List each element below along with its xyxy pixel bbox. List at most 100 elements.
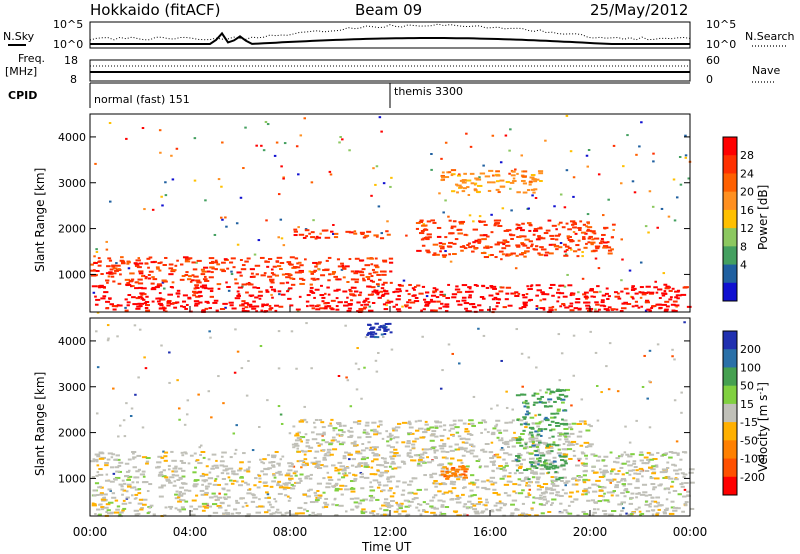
data-cell (460, 468, 466, 471)
data-cell (601, 459, 605, 462)
data-cell (190, 510, 193, 513)
data-cell (267, 501, 271, 504)
data-cell (221, 512, 227, 515)
data-cell (532, 233, 536, 236)
data-cell (485, 235, 490, 238)
data-cell (558, 438, 562, 441)
data-cell (450, 174, 454, 177)
data-cell (411, 477, 416, 480)
data-cell (583, 481, 587, 484)
data-cell (135, 470, 140, 473)
data-cell (346, 280, 350, 283)
data-cell (631, 286, 635, 289)
data-cell (323, 307, 328, 310)
data-cell (429, 499, 434, 502)
data-cell (302, 236, 307, 239)
data-cell (417, 460, 421, 463)
data-cell (96, 455, 101, 458)
data-cell (132, 466, 137, 469)
data-cell (142, 503, 147, 506)
data-cell (588, 443, 594, 446)
data-cell (389, 281, 393, 284)
data-cell (120, 485, 124, 488)
data-cell (178, 418, 181, 421)
data-cell (366, 230, 372, 233)
data-cell (353, 440, 357, 443)
data-cell (684, 482, 689, 485)
data-cell (684, 134, 687, 137)
data-cell (354, 270, 359, 273)
data-cell (671, 309, 676, 312)
data-cell (451, 190, 456, 193)
data-cell (511, 460, 517, 463)
data-cell (634, 486, 640, 489)
data-cell (193, 300, 200, 303)
data-cell (488, 451, 494, 454)
time-x-ticks: 00:00 04:00 08:00 12:00 16:00 20:00 00:00 (73, 306, 707, 539)
data-cell (411, 443, 416, 446)
data-cell (202, 456, 206, 459)
data-cell (349, 427, 353, 430)
data-cell (467, 422, 471, 425)
data-cell (593, 295, 596, 298)
data-cell (394, 429, 399, 432)
data-cell (433, 479, 438, 482)
data-cell (269, 503, 272, 506)
data-cell (106, 265, 111, 268)
data-cell (307, 450, 312, 453)
y-tick-label: 3000 (58, 381, 86, 394)
data-cell (209, 266, 215, 269)
data-cell (208, 471, 212, 474)
data-cell (230, 482, 235, 485)
data-cell (475, 178, 482, 181)
data-cell (569, 240, 575, 243)
data-cell (330, 299, 336, 302)
data-cell (515, 228, 519, 231)
data-cell (385, 301, 391, 304)
data-cell (338, 443, 344, 446)
data-cell (614, 295, 621, 298)
data-cell (572, 221, 577, 224)
data-cell (527, 492, 530, 495)
data-cell (372, 428, 377, 431)
data-cell (382, 457, 387, 460)
data-cell (276, 462, 281, 465)
data-cell (448, 445, 453, 448)
data-cell (524, 426, 528, 429)
data-cell (414, 297, 419, 300)
data-cell (260, 461, 264, 464)
data-cell (621, 462, 627, 465)
data-cell (617, 470, 621, 473)
data-cell (424, 291, 430, 294)
data-cell (495, 467, 500, 470)
data-cell (202, 278, 208, 281)
data-cell (562, 389, 567, 392)
data-cell (303, 458, 308, 461)
data-cell (300, 466, 303, 469)
data-cell (381, 283, 385, 286)
data-cell (182, 256, 189, 259)
data-cell (531, 194, 534, 197)
data-cell (628, 441, 632, 444)
data-cell (199, 453, 202, 456)
data-cell (344, 301, 348, 304)
data-cell (371, 268, 375, 271)
data-cell (272, 456, 277, 459)
data-cell (163, 455, 168, 458)
data-cell (423, 228, 427, 231)
data-cell (374, 183, 377, 186)
data-cell (272, 465, 276, 468)
data-cell (178, 492, 182, 495)
data-cell (234, 282, 239, 285)
data-cell (441, 245, 445, 248)
data-cell (648, 505, 652, 508)
data-cell (314, 418, 319, 421)
data-cell (524, 413, 530, 416)
data-cell (551, 224, 557, 227)
data-cell (269, 286, 273, 289)
data-cell (463, 172, 467, 175)
data-cell (313, 426, 317, 429)
data-cell (310, 461, 315, 464)
data-cell (431, 445, 437, 448)
data-cell (595, 384, 599, 387)
